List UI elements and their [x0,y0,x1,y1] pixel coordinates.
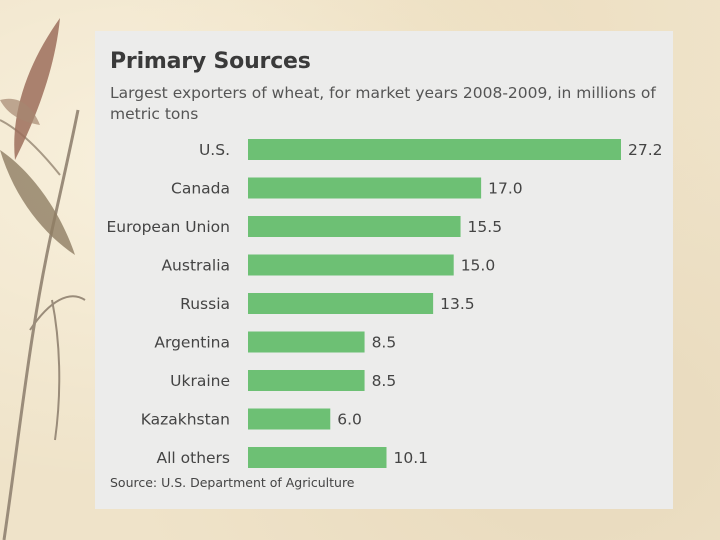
category-label-russia: Russia [180,295,230,313]
chart-card: Primary Sources Largest exporters of whe… [95,31,673,509]
category-label-canada: Canada [171,180,230,198]
category-label-argentina: Argentina [154,334,230,352]
value-label-u-s: 27.2 [628,141,663,159]
leaf-branch-decoration [0,18,86,540]
value-label-russia: 13.5 [440,295,475,313]
category-label-european-union: European Union [106,218,230,236]
value-label-european-union: 15.5 [468,218,503,236]
bar-european-union [248,216,461,237]
category-label-kazakhstan: Kazakhstan [141,411,230,429]
bar-u-s [248,139,621,160]
bar-canada [248,177,482,199]
bar-kazakhstan [248,408,331,430]
value-label-ukraine: 8.5 [372,372,397,390]
bar-argentina [248,331,365,353]
chart-subtitle: Largest exporters of wheat, for market y… [110,84,656,123]
category-label-all-others: All others [156,449,230,467]
bar-ukraine [248,370,365,391]
category-label-australia: Australia [161,257,230,275]
value-label-canada: 17.0 [488,180,523,198]
value-label-kazakhstan: 6.0 [337,411,362,429]
value-label-australia: 15.0 [461,257,496,275]
category-label-ukraine: Ukraine [170,372,230,390]
value-label-all-others: 10.1 [394,449,429,467]
bar-russia [248,293,434,314]
bar-all-others [248,447,387,468]
chart-title: Primary Sources [110,49,311,74]
value-label-argentina: 8.5 [372,334,397,352]
bar-australia [248,254,454,276]
category-label-u-s: U.S. [199,141,230,159]
chart-source: Source: U.S. Department of Agriculture [110,475,355,490]
bar-chart: U.S. 27.2 Canada 17.0 European Union 15.5 Aust… [106,139,663,468]
